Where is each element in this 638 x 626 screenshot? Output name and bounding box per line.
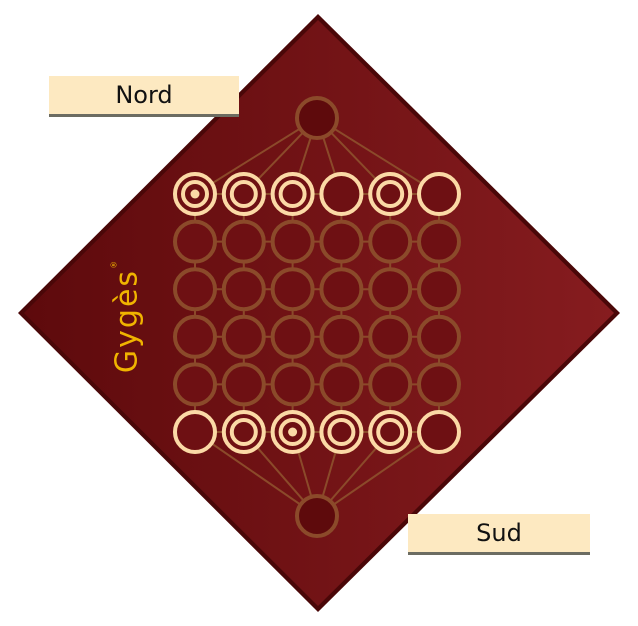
board-cell bbox=[319, 314, 364, 359]
board-cell bbox=[368, 267, 413, 312]
board-diamond bbox=[24, 20, 614, 606]
board-cell bbox=[173, 267, 217, 312]
piece-level-1 bbox=[319, 172, 364, 216]
piece-middle-ring bbox=[278, 418, 307, 446]
board-cell bbox=[417, 267, 461, 312]
piece-center-dot bbox=[288, 427, 298, 437]
piece-outer-ring bbox=[319, 410, 364, 454]
piece-level-2 bbox=[368, 172, 413, 216]
board-cell bbox=[173, 362, 217, 407]
north-goal-cell bbox=[295, 96, 339, 140]
goal-line bbox=[194, 431, 318, 517]
board-cell bbox=[270, 314, 315, 359]
board-cell bbox=[221, 362, 266, 407]
board-cell bbox=[221, 267, 266, 312]
piece-level-3 bbox=[173, 172, 217, 216]
piece-outer-ring bbox=[319, 172, 364, 216]
logo-registered-mark: ® bbox=[109, 258, 119, 269]
board-cell bbox=[417, 219, 461, 264]
piece-middle-ring bbox=[327, 418, 356, 446]
piece-outer-ring bbox=[368, 410, 413, 454]
gyges-logo: Gygès® bbox=[110, 259, 145, 373]
piece-outer-ring bbox=[221, 172, 266, 216]
board-cell bbox=[417, 362, 461, 407]
piece-middle-ring bbox=[229, 418, 258, 446]
piece-level-2 bbox=[270, 172, 315, 216]
piece-outer-ring bbox=[173, 410, 217, 454]
piece-outer-ring bbox=[221, 410, 266, 454]
pieces bbox=[173, 172, 461, 454]
board-cell bbox=[368, 362, 413, 407]
logo-text: Gygès bbox=[109, 268, 145, 374]
piece-level-3 bbox=[270, 410, 315, 454]
board-cell bbox=[417, 314, 461, 359]
board-cell bbox=[319, 362, 364, 407]
board-cell bbox=[221, 219, 266, 264]
goal-line bbox=[316, 431, 440, 517]
piece-level-2 bbox=[221, 172, 266, 216]
piece-outer-ring bbox=[368, 172, 413, 216]
piece-level-2 bbox=[221, 410, 266, 454]
board-cell bbox=[173, 314, 217, 359]
piece-outer-ring bbox=[417, 410, 461, 454]
piece-level-1 bbox=[417, 410, 461, 454]
board-cell bbox=[270, 267, 315, 312]
piece-middle-ring bbox=[229, 180, 258, 208]
piece-middle-ring bbox=[278, 180, 307, 208]
board-cell bbox=[368, 219, 413, 264]
south-label: Sud bbox=[408, 514, 590, 552]
piece-middle-ring bbox=[376, 418, 405, 446]
piece-outer-ring bbox=[417, 172, 461, 216]
board-cell bbox=[270, 362, 315, 407]
south-goal-cell bbox=[295, 494, 339, 538]
piece-middle-ring bbox=[181, 180, 209, 208]
piece-outer-ring bbox=[270, 172, 315, 216]
board-cell bbox=[368, 314, 413, 359]
board-cell bbox=[319, 219, 364, 264]
goal-line bbox=[316, 117, 440, 195]
board-cell bbox=[221, 314, 266, 359]
piece-level-1 bbox=[417, 172, 461, 216]
piece-center-dot bbox=[190, 189, 200, 199]
piece-level-2 bbox=[319, 410, 364, 454]
goal-line bbox=[194, 117, 318, 195]
north-label: Nord bbox=[49, 76, 239, 114]
board-cell bbox=[270, 219, 315, 264]
board-cell bbox=[173, 219, 217, 264]
piece-middle-ring bbox=[376, 180, 405, 208]
piece-level-1 bbox=[173, 410, 217, 454]
piece-level-2 bbox=[368, 410, 413, 454]
board-cell bbox=[319, 267, 364, 312]
